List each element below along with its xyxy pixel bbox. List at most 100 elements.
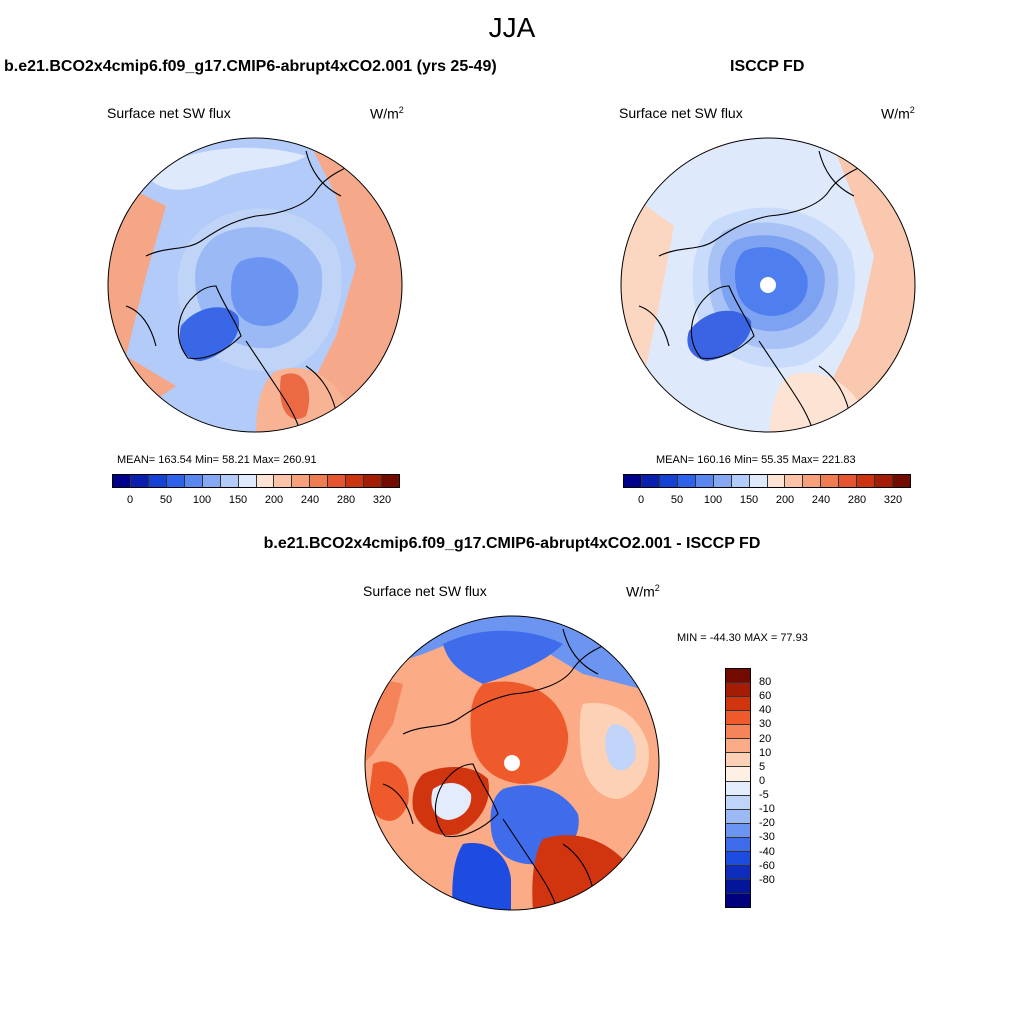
model-colorbar-tick-label: 240: [300, 494, 320, 506]
diff-colorbar-ticks: 80 60 40 30 20 10 5 0 -5 -10 -20 -30 -40 -60 -80: [759, 668, 799, 908]
diff-greenland-coast: [434, 763, 499, 838]
diff-colorbar-swatch: [726, 767, 750, 782]
model-arctic-low: [231, 257, 299, 326]
model-colorbar-swatch: [364, 475, 383, 487]
obs-coast-detail: [638, 150, 855, 347]
model-colorbar-swatch: [166, 475, 185, 487]
obs-colorbar-tick-label: 200: [775, 494, 795, 506]
diff-variable-label: Surface net SW flux: [363, 583, 487, 599]
obs-colorbar-swatch: [659, 475, 678, 487]
obs-colorbar-tick-label: 150: [739, 494, 759, 506]
diff-map-border: [364, 615, 660, 911]
model-polar-map: [107, 137, 403, 433]
diff-warm-arctic: [470, 681, 569, 784]
model-colorbar-swatch: [346, 475, 365, 487]
diff-colorbar-tick-label: 0: [759, 774, 766, 787]
model-greenland-low: [179, 307, 240, 361]
obs-colorbar-swatch: [624, 475, 642, 487]
diff-colorbar-tick-label: 20: [759, 732, 772, 745]
diff-cool-atlantic: [452, 843, 511, 910]
diff-colorbar-tick-label: -30: [759, 831, 775, 844]
diff-colorbar-tick-label: 80: [759, 676, 772, 689]
obs-colorbar-swatch: [821, 475, 840, 487]
obs-colorbar-tick-label: 50: [670, 494, 684, 506]
obs-colorbar-tick-label: 320: [883, 494, 903, 506]
diff-colorbar-swatch: [726, 697, 750, 712]
model-stats: MEAN= 163.54 Min= 58.21 Max= 260.91: [117, 454, 317, 466]
obs-panel-title: ISCCP FD: [730, 58, 805, 75]
model-colorbar-swatch: [292, 475, 311, 487]
model-colorbar-tick-label: 100: [192, 494, 212, 506]
diff-colorbar-swatch: [726, 781, 750, 796]
diff-near-zero-pacific: [605, 724, 636, 771]
model-colorbar-swatch: [148, 475, 167, 487]
model-colorbar-swatch: [310, 475, 329, 487]
obs-greenland-coast: [690, 285, 755, 360]
obs-colorbar-swatch: [749, 475, 768, 487]
diff-colorbar-tick-label: -60: [759, 859, 775, 872]
model-warm-region-west: [108, 138, 226, 432]
model-colorbar-tick-label: 280: [336, 494, 356, 506]
obs-colorbar-swatch: [803, 475, 822, 487]
model-colorbar-ticks: 0 50 100 150 200 240 280 320: [112, 494, 400, 508]
obs-units-label: W/m2: [881, 105, 915, 122]
diff-colorbar-tick-label: 40: [759, 704, 772, 717]
diff-colorbar-swatch: [726, 809, 750, 824]
obs-colorbar-swatch: [875, 475, 894, 487]
diff-colorbar-swatch: [726, 711, 750, 726]
obs-map-border: [620, 137, 916, 433]
diff-colorbar-swatch: [726, 669, 750, 684]
model-colorbar-swatch: [202, 475, 221, 487]
diff-panel-title: b.e21.BCO2x4cmip6.f09_g17.CMIP6-abrupt4x…: [263, 535, 761, 552]
obs-colorbar-swatch: [893, 475, 910, 487]
diff-colorbar-tick-label: 30: [759, 718, 772, 731]
model-colorbar-tick-label: 200: [264, 494, 284, 506]
model-warm-region-east: [306, 138, 402, 432]
obs-eurasia-coast: [658, 160, 880, 257]
diff-polar-map: [364, 615, 660, 911]
model-colorbar-tick-label: 0: [126, 494, 134, 506]
model-colorbar-swatch: [238, 475, 257, 487]
diff-colorbar-swatch: [726, 851, 750, 866]
model-colorbar-swatch: [382, 475, 399, 487]
diff-colorbar-tick-label: -40: [759, 845, 775, 858]
model-panel-title: b.e21.BCO2x4cmip6.f09_g17.CMIP6-abrupt4x…: [4, 58, 497, 75]
obs-colorbar-swatch: [677, 475, 696, 487]
obs-colorbar-tick-label: 0: [637, 494, 645, 506]
model-colorbar-tick-label: 320: [372, 494, 392, 506]
model-hudson-warm: [280, 373, 310, 420]
obs-colorbar-swatch: [731, 475, 750, 487]
diff-colorbar-swatch: [726, 837, 750, 852]
model-colorbar-tick-label: 50: [159, 494, 173, 506]
model-colorbar-swatch: [113, 475, 131, 487]
obs-pole-gap: [760, 277, 776, 293]
diff-coast-detail: [382, 628, 599, 825]
model-greenland-coast: [177, 285, 242, 360]
obs-colorbar-swatch: [767, 475, 786, 487]
obs-colorbar-swatch: [857, 475, 876, 487]
obs-colorbar-swatch: [839, 475, 858, 487]
diff-colorbar-swatch: [726, 739, 750, 754]
diff-colorbar-tick-label: 5: [759, 760, 766, 773]
diff-warm-europe: [368, 761, 409, 821]
diff-colorbar-swatch: [726, 865, 750, 880]
diff-colorbar-swatch: [726, 753, 750, 768]
diff-colorbar-tick-label: 60: [759, 690, 772, 703]
obs-colorbar-swatch: [713, 475, 732, 487]
model-units-label: W/m2: [370, 105, 404, 122]
model-colorbar-tick-label: 150: [228, 494, 248, 506]
obs-colorbar-tick-label: 280: [847, 494, 867, 506]
obs-colorbar-swatch: [695, 475, 714, 487]
diff-warm-america: [532, 835, 659, 910]
model-colorbar-swatch: [184, 475, 203, 487]
diff-colorbar-swatch: [726, 894, 750, 908]
model-eurasia-coast: [145, 160, 367, 257]
obs-colorbar: [623, 474, 911, 488]
diff-stats: MIN = -44.30 MAX = 77.93: [677, 632, 808, 644]
diff-colorbar-tick-label: -5: [759, 789, 769, 802]
diff-colorbar-swatch: [726, 879, 750, 894]
obs-colorbar-tick-label: 100: [703, 494, 723, 506]
diff-colorbar-tick-label: -10: [759, 803, 775, 816]
obs-variable-label: Surface net SW flux: [619, 105, 743, 121]
obs-greenland-low: [687, 310, 752, 361]
